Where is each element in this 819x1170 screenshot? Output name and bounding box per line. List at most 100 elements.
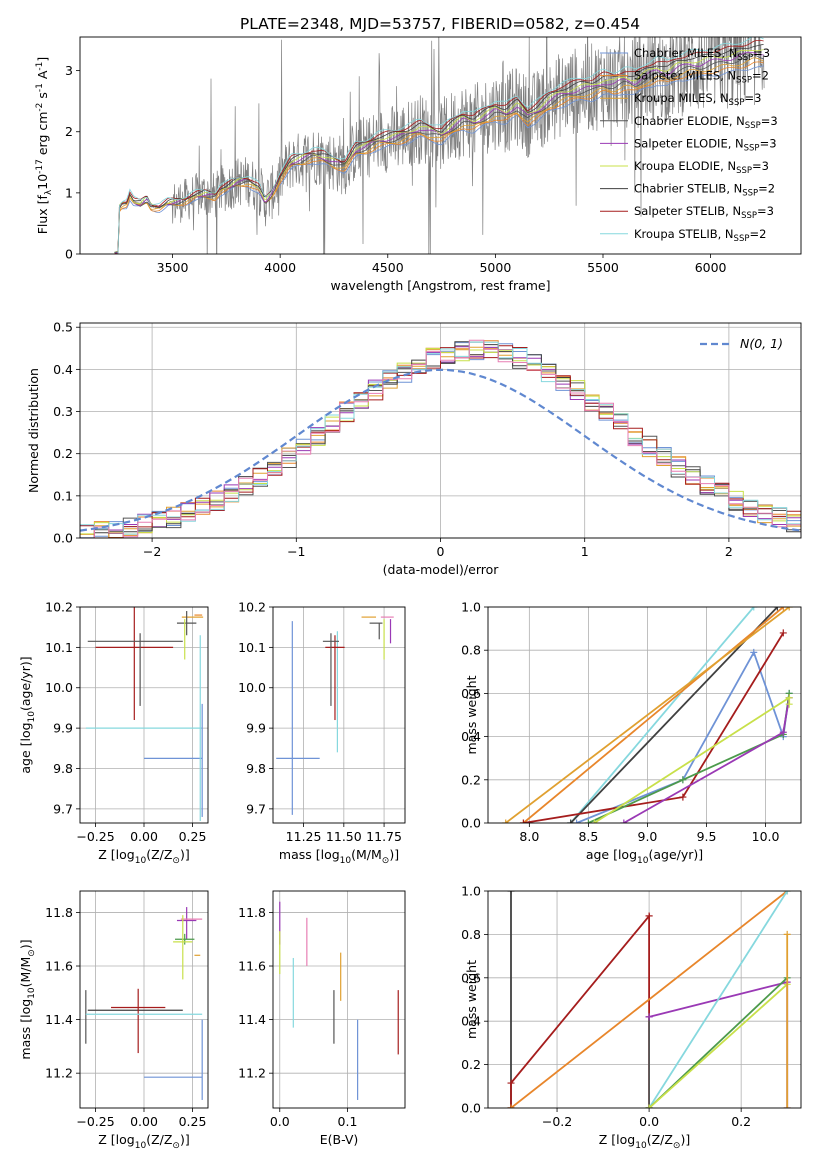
label-part: age [log [18,722,33,773]
label-part: )] [389,847,399,862]
legend-label: Salpeter ELODIE, NSSP=3 [634,136,777,153]
series-marker [584,819,592,823]
y-tick-label: 11.2 [238,1066,266,1081]
series-line [648,891,788,1108]
axes-frame [79,36,802,255]
series-line [522,607,784,823]
legend-label: Salpeter STELIB, NSSP=3 [634,204,774,221]
x-axis-label: E(B-V) [320,1132,359,1147]
y-tick-label: 10.2 [238,600,266,615]
figure-title: PLATE=2348, MJD=53757, FIBERID=0582, z=0… [240,15,640,33]
y-tick-label: 10.1 [45,640,73,655]
series-marker [519,819,527,823]
y-tick-label: 11.6 [45,959,73,974]
chart-age-vs-mass: 11.25 11.50 11.75 9.7 9.8 9.9 10.0 10.1 10.2 mass… [238,600,406,866]
label-part: wavelength [Angstrom, rest frame] [330,278,550,293]
legend-label-tail: =2 [758,182,775,196]
series-marker [779,728,787,736]
y-tick-label: 9.8 [246,761,266,776]
label-part: ⊙ [172,1141,180,1151]
errorbar [369,622,383,640]
label-part: 10 [135,856,147,866]
x-tick-label: 4500 [372,260,404,275]
chart-mass-weight-vs-Z: −0.2 0.0 0.2 0.0 0.2 0.4 0.6 0.8 1.0 Z [log10(Z/Z… [461,884,802,1151]
y-axis-label: mass weight [464,675,479,754]
axes-frame [487,890,802,1109]
y-tick-label: 10.0 [238,680,266,695]
y-tick-label: 10.0 [45,680,73,695]
x-tick-label: −2 [143,544,161,559]
series-marker [773,607,781,611]
x-tick-label: −0.25 [76,1114,114,1129]
model-line [117,57,764,254]
errorbar [176,611,197,636]
legend-label-tail: =3 [757,204,774,218]
label-part: (M/M [18,957,33,988]
chart-spectrum: 3500 4000 4500 5000 5500 6000 0 1 2 3 wavelength [… [35,36,802,293]
label-part: -2 [35,103,45,112]
series-marker [785,700,793,708]
legend-label-sub: SSP [736,76,752,86]
label-part: (data-model)/error [383,562,500,577]
x-tick-label: 0.2 [731,1114,751,1129]
label-part: (Z/Z [146,1132,172,1147]
label-part: -17 [35,159,45,174]
model-line [114,44,764,253]
y-axis-label: mass weight [464,960,479,1039]
chart-mass-vs-EBV: 0.0 0.1 11.2 11.4 11.6 11.8 E(B-V) [238,890,406,1147]
series-marker [779,629,787,637]
y-tick-label: 11.8 [238,905,266,920]
label-part: 10 [635,1141,647,1151]
x-tick-label: 1 [581,544,589,559]
y-tick-label: 11.4 [45,1012,73,1027]
legend-label-tail: =3 [760,136,777,150]
errorbar [111,988,166,1054]
x-axis-label: wavelength [Angstrom, rest frame] [330,278,550,293]
y-tick-label: 0.2 [461,1057,481,1072]
x-axis-label: Z [log10(Z/Z⊙)] [98,847,189,866]
legend-label-tail: =3 [761,114,778,128]
data-spectrum-line [114,37,765,254]
x-tick-label: 10.0 [752,829,780,844]
y-axis-label: age [log10(age/yr)] [18,656,37,773]
series-marker [750,607,758,611]
legend-label: Kroupa STELIB, NSSP=2 [634,227,766,244]
label-part: (M/M [351,847,382,862]
errorbar [87,633,183,706]
x-axis-label: (data-model)/error [383,562,500,577]
legend-label-text: Chabrier MILES, N [634,46,737,60]
model-line [117,37,764,254]
legend-label-sub: SSP [734,234,750,244]
x-tick-label: 0.25 [179,829,207,844]
legend-label: Chabrier MILES, NSSP=3 [634,46,770,63]
series-line [505,607,790,823]
series-marker [590,819,598,823]
y-tick-label: 11.8 [45,905,73,920]
x-tick-label: 0.0 [270,1114,290,1129]
legend-label-text: Chabrier STELIB, N [634,182,742,196]
label-part: (age/yr)] [648,847,703,862]
label-part: ⊙ [27,949,37,957]
series-marker [750,648,758,656]
legend-label-tail: =3 [744,91,761,105]
x-tick-label: 8.5 [578,829,598,844]
legend-label-sub: SSP [736,166,752,176]
x-tick-label: 0.00 [130,829,158,844]
legend-label-text: Kroupa MILES, N [634,91,729,105]
series-marker [620,819,628,823]
legend-label-sub: SSP [729,98,745,108]
errorbar [176,907,197,940]
label-part: λ [44,189,54,195]
y-tick-label: 9.7 [53,801,73,816]
series-marker [783,1104,791,1108]
legend-label-tail: =3 [753,46,770,60]
errorbar [322,633,339,706]
y-tick-label: 0.6 [461,686,481,701]
legend-label-sub: SSP [741,211,757,221]
y-tick-label: 9.9 [53,721,73,736]
label-part: Z [log [98,847,134,862]
errorbar [325,635,345,721]
series-line [510,891,788,1108]
x-tick-label: 4000 [264,260,296,275]
legend-label-text: Salpeter ELODIE, N [634,136,744,150]
